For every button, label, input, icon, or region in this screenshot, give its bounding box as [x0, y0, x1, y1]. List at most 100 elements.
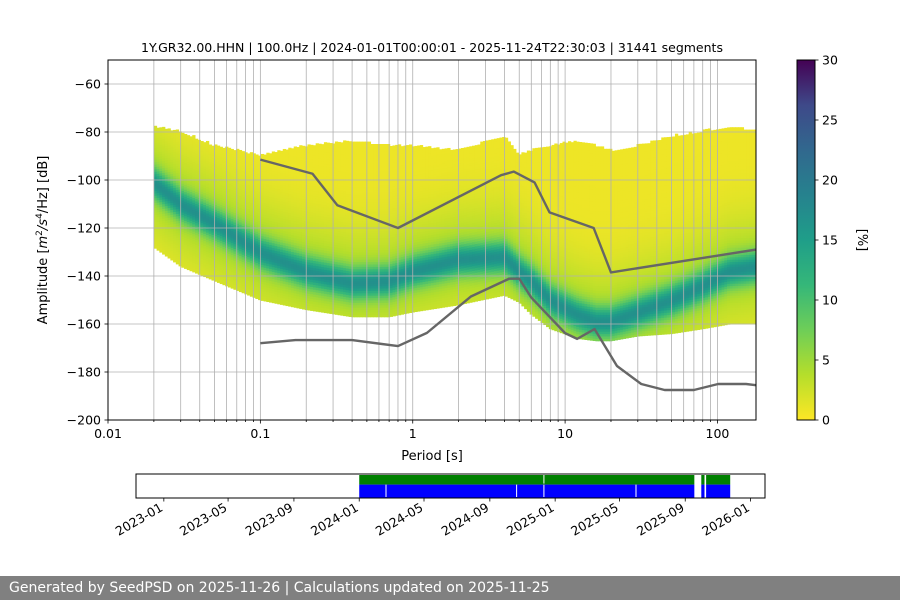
heatmap-cell — [175, 261, 180, 265]
heatmap-cell — [192, 250, 196, 254]
heatmap-cell — [205, 143, 210, 147]
heatmap-cell — [195, 229, 199, 233]
heatmap-cell — [162, 210, 166, 214]
heatmap-cell — [192, 228, 196, 232]
heatmap-cell — [205, 203, 210, 207]
heatmap-cell — [208, 156, 212, 160]
heatmap-cell — [211, 277, 215, 281]
heatmap-cell — [219, 209, 223, 213]
heatmap-cell — [170, 252, 174, 256]
heatmap-cell — [205, 251, 210, 255]
heatmap-cell — [153, 216, 158, 220]
heatmap-cell — [184, 225, 188, 229]
heatmap-cell — [195, 153, 199, 156]
heatmap-cell — [170, 192, 174, 196]
heatmap-cell — [200, 215, 204, 219]
heatmap-cell — [153, 188, 158, 192]
heatmap-cell — [219, 247, 223, 251]
heatmap-cell — [203, 216, 207, 220]
heatmap-cell — [214, 240, 218, 244]
heatmap-cell — [211, 265, 215, 269]
heatmap-cell — [167, 149, 171, 153]
heatmap-cell — [216, 150, 221, 154]
heatmap-cell — [203, 182, 207, 186]
heatmap-cell — [216, 193, 221, 197]
heatmap-cell — [211, 272, 215, 276]
heatmap-cell — [211, 193, 215, 197]
heatmap-cell — [164, 212, 169, 216]
heatmap-cell — [156, 134, 160, 138]
heatmap-cell — [208, 276, 212, 280]
heatmap-cell — [195, 215, 199, 219]
heatmap-cell — [156, 180, 160, 184]
heatmap-cell — [156, 211, 160, 215]
heatmap-cell — [184, 242, 188, 245]
heatmap-cell — [203, 257, 207, 261]
heatmap-cell — [162, 191, 166, 195]
heatmap-cell — [195, 203, 199, 207]
heatmap-cell — [219, 197, 223, 201]
heatmap-cell — [167, 193, 171, 197]
heatmap-cell — [211, 239, 215, 243]
heatmap-cell — [205, 220, 210, 224]
heatmap-cell — [195, 186, 199, 190]
heatmap-cell — [184, 146, 188, 149]
heatmap-cell — [162, 131, 166, 135]
heatmap-cell — [173, 141, 177, 145]
heatmap-cell — [205, 258, 210, 262]
heatmap-cell — [156, 192, 160, 196]
heatmap-cell — [216, 251, 221, 255]
heatmap-cell — [211, 160, 215, 163]
heatmap-cell — [153, 197, 158, 201]
heatmap-cell — [203, 175, 207, 179]
heatmap-cell — [162, 242, 166, 245]
heatmap-cell — [219, 156, 223, 160]
heatmap-cell — [189, 172, 193, 176]
heatmap-cell — [162, 244, 166, 248]
heatmap-cell — [184, 244, 188, 248]
heatmap-cell — [186, 161, 191, 165]
heatmap-cell — [186, 259, 191, 263]
heatmap-cell — [192, 257, 196, 261]
heatmap-cell — [167, 214, 171, 218]
heatmap-cell — [203, 180, 207, 184]
heatmap-cell — [214, 190, 218, 193]
heatmap-cell — [189, 198, 193, 202]
heatmap-cell — [203, 151, 207, 155]
heatmap-cell — [159, 235, 163, 239]
heatmap-cell — [184, 182, 188, 185]
heatmap-cell — [164, 196, 169, 199]
heatmap-cell — [211, 212, 215, 216]
heatmap-cell — [189, 213, 193, 217]
heatmap-cell — [175, 208, 180, 212]
heatmap-cell — [208, 173, 212, 177]
heatmap-cell — [156, 163, 160, 167]
heatmap-cell — [167, 248, 171, 252]
heatmap-cell — [167, 173, 171, 177]
heatmap-cell — [178, 162, 182, 166]
heatmap-cell — [208, 240, 212, 244]
heatmap-cell — [189, 174, 193, 178]
heatmap-cell — [192, 195, 196, 199]
heatmap-cell — [178, 261, 182, 264]
heatmap-cell — [178, 198, 182, 202]
heatmap-cell — [192, 199, 196, 203]
heatmap-cell — [186, 207, 191, 211]
heatmap-cell — [189, 203, 193, 207]
heatmap-cell — [208, 211, 212, 215]
heatmap-cell — [195, 246, 199, 250]
heatmap-cell — [189, 181, 193, 185]
heatmap-cell — [214, 214, 218, 217]
heatmap-cell — [219, 204, 223, 208]
heatmap-cell — [175, 141, 180, 145]
heatmap-cell — [208, 230, 212, 234]
heatmap-cell — [170, 245, 174, 249]
heatmap-cell — [181, 240, 185, 244]
heatmap-cell — [162, 146, 166, 149]
heatmap-cell — [216, 172, 221, 175]
heatmap-cell — [195, 270, 199, 274]
heatmap-cell — [153, 195, 158, 199]
heatmap-cell — [175, 177, 180, 181]
heatmap-cell — [186, 151, 191, 155]
heatmap-cell — [175, 175, 180, 178]
